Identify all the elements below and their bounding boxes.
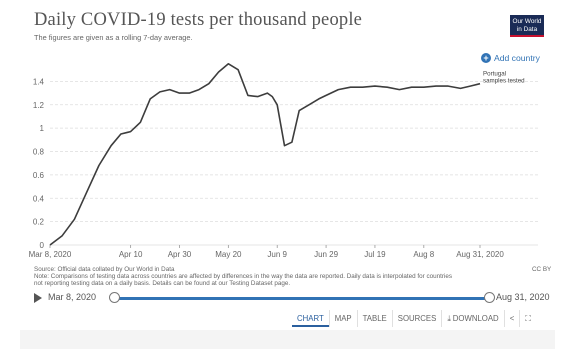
x-tick-label: Jun 9: [267, 250, 287, 259]
y-tick-label: 0.8: [33, 148, 45, 157]
fullscreen-button[interactable]: ⛶: [519, 310, 535, 327]
add-country-button[interactable]: + Add country: [481, 53, 540, 63]
y-tick-label: 1: [40, 124, 45, 133]
bottom-bar: [20, 330, 555, 349]
timeline-end-handle[interactable]: [484, 292, 495, 303]
tab-download-label: DOWNLOAD: [452, 314, 499, 323]
tab-chart[interactable]: CHART: [292, 310, 329, 327]
y-tick-label: 1.2: [33, 101, 45, 110]
x-tick-label: Apr 10: [119, 250, 143, 259]
timeline-track[interactable]: [115, 297, 489, 300]
x-tick-label: Mar 8, 2020: [29, 250, 72, 259]
logo-line-2: in Data: [516, 25, 538, 33]
owid-logo[interactable]: Our World in Data: [510, 15, 544, 37]
x-tick-label: Aug 8: [413, 250, 434, 259]
logo-line-1: Our World: [512, 18, 542, 25]
chart-title: Daily COVID-19 tests per thousand people: [34, 10, 363, 30]
footnote-source: Source: Official data collated by Our Wo…: [34, 266, 175, 273]
timeline-slider[interactable]: Mar 8, 2020 Aug 31, 2020: [34, 291, 554, 305]
tab-map[interactable]: MAP: [328, 310, 357, 327]
timeline-start-handle[interactable]: [109, 292, 120, 303]
x-tick-label: Jul 19: [364, 250, 386, 259]
tab-table[interactable]: TABLE: [356, 310, 392, 327]
x-tick-label: May 20: [215, 250, 242, 259]
tab-download[interactable]: ⤓ DOWNLOAD: [441, 310, 503, 327]
y-tick-label: 0.2: [33, 218, 45, 227]
series-label-metric: samples tested: [483, 78, 525, 85]
y-tick-label: 0: [40, 241, 45, 250]
timeline-start-label: Mar 8, 2020: [48, 292, 97, 302]
play-icon[interactable]: [34, 293, 42, 303]
x-tick-label: Aug 31, 2020: [456, 250, 504, 259]
footnote-note-line2: not reporting testing data on a daily ba…: [34, 280, 291, 287]
y-tick-label: 0.6: [33, 171, 45, 180]
share-button[interactable]: <: [503, 310, 520, 327]
x-tick-label: Apr 30: [168, 250, 192, 259]
x-tick-label: Jun 29: [314, 250, 339, 259]
y-tick-label: 0.4: [33, 194, 45, 203]
series-line-portugal: [49, 63, 481, 246]
view-tabs: CHART MAP TABLE SOURCES ⤓ DOWNLOAD < ⛶: [292, 310, 536, 327]
series-label-name: Portugal: [483, 71, 506, 78]
y-tick-label: 1.4: [33, 77, 45, 86]
license-label[interactable]: CC BY: [532, 266, 552, 273]
footnote-note-line1: Note: Comparisons of testing data across…: [34, 273, 453, 280]
timeline-end-label: Aug 31, 2020: [496, 292, 550, 302]
tab-sources[interactable]: SOURCES: [391, 310, 442, 327]
add-country-label: Add country: [494, 53, 540, 63]
plus-icon: +: [481, 53, 491, 63]
expand-icon: ⛶: [525, 314, 531, 323]
chart-subtitle: The figures are given as a rolling 7-day…: [34, 33, 193, 42]
download-icon: ⤓: [447, 314, 451, 323]
share-icon: <: [509, 314, 515, 323]
